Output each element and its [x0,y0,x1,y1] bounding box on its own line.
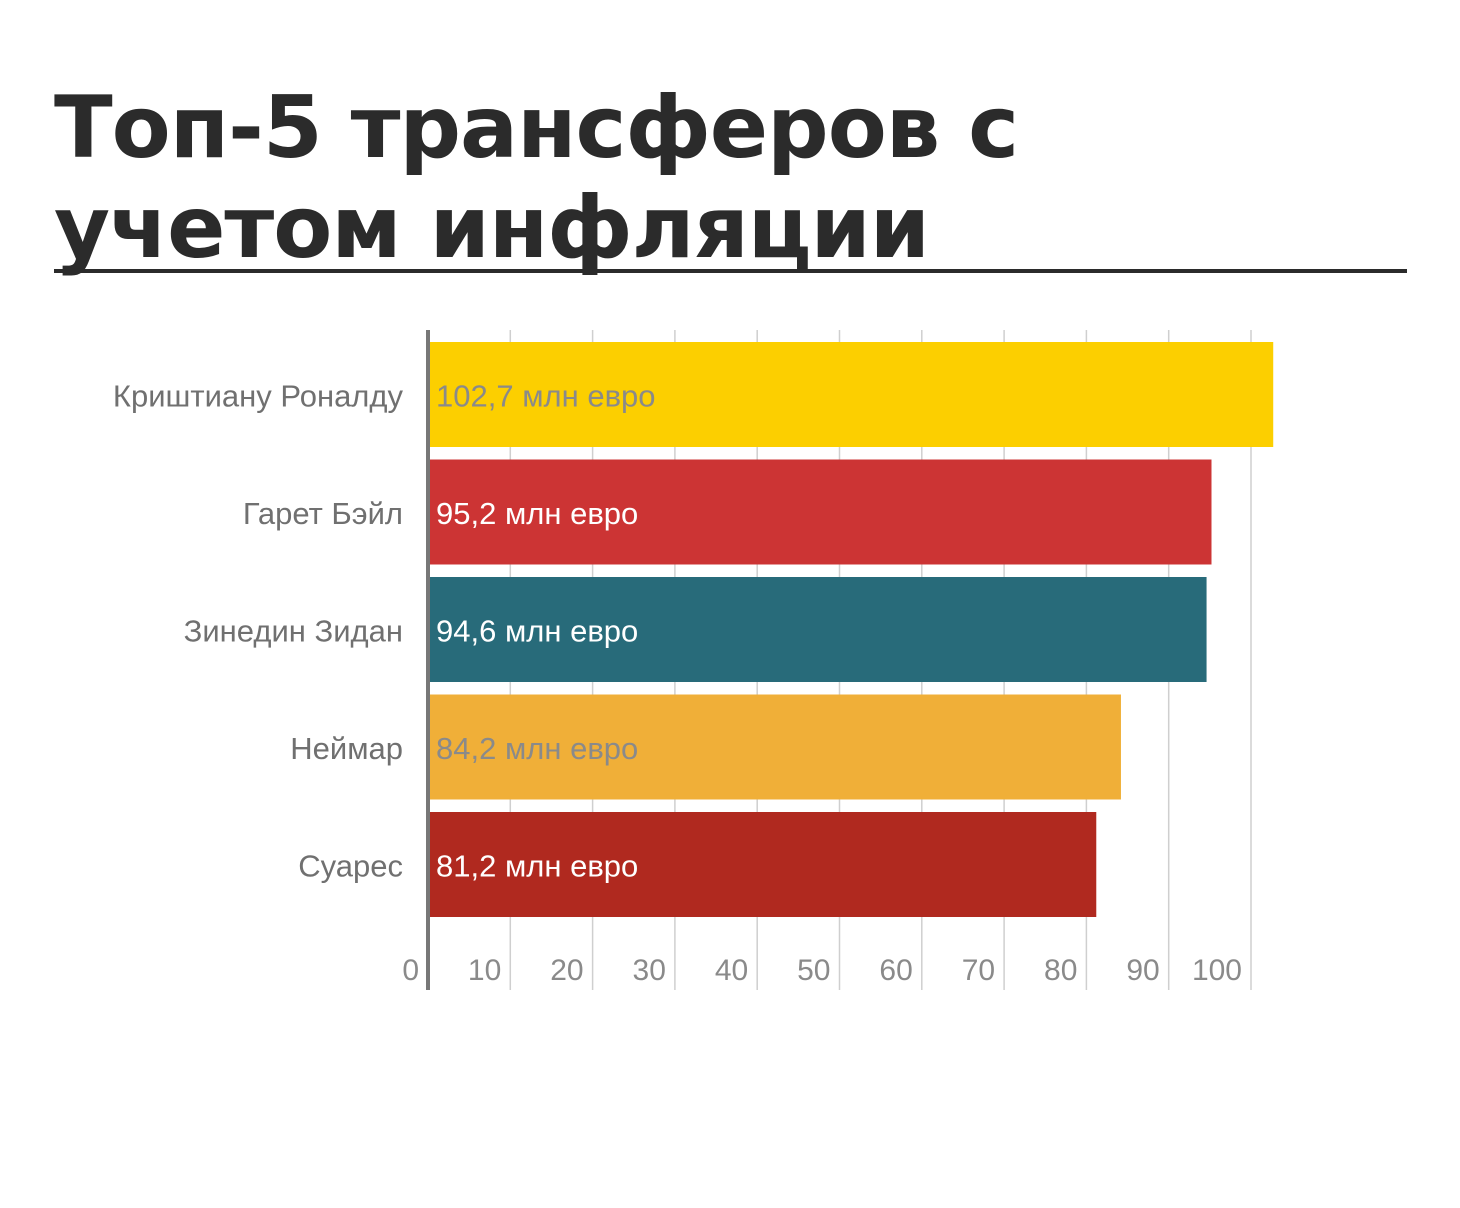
data-label: 102,7 млн евро [436,379,656,414]
x-tick-label: 10 [468,954,501,987]
x-tick-label: 30 [633,954,666,987]
x-tick-label: 40 [715,954,748,987]
title-underline [54,269,1407,273]
data-label: 94,6 млн евро [436,614,638,649]
chart-title: Топ-5 трансферов с учетом инфляции [54,78,1019,278]
x-tick-label: 20 [550,954,583,987]
bars [429,342,1274,917]
bar [429,812,1097,917]
bar [429,577,1207,682]
bar [429,459,1212,565]
category-labels: Криштиану Роналду Гарет Бэйл Зинедин Зидан… [113,379,404,884]
bar [429,342,1274,447]
x-tick-label: 90 [1126,954,1159,987]
category-label: Неймар [290,731,403,766]
data-label: 81,2 млн евро [436,849,638,884]
data-label: 95,2 млн евро [436,496,638,531]
x-tick-label: 60 [879,954,912,987]
x-tick-label: 50 [797,954,830,987]
bar [429,694,1121,800]
category-label: Зинедин Зидан [184,614,403,649]
category-label: Суарес [298,849,403,884]
x-tick-label: 80 [1044,954,1077,987]
x-tick-label: 100 [1192,954,1242,987]
x-tick-label: 70 [962,954,995,987]
data-label: 84,2 млн евро [436,731,638,766]
x-tick-labels: 0 10 20 30 40 50 60 70 80 90 100 [402,954,1242,987]
category-label: Криштиану Роналду [113,379,404,414]
category-label: Гарет Бэйл [243,496,403,531]
data-labels: 102,7 млн евро 95,2 млн евро 94,6 млн евро… [436,379,656,884]
x-tick-label: 0 [402,954,419,987]
